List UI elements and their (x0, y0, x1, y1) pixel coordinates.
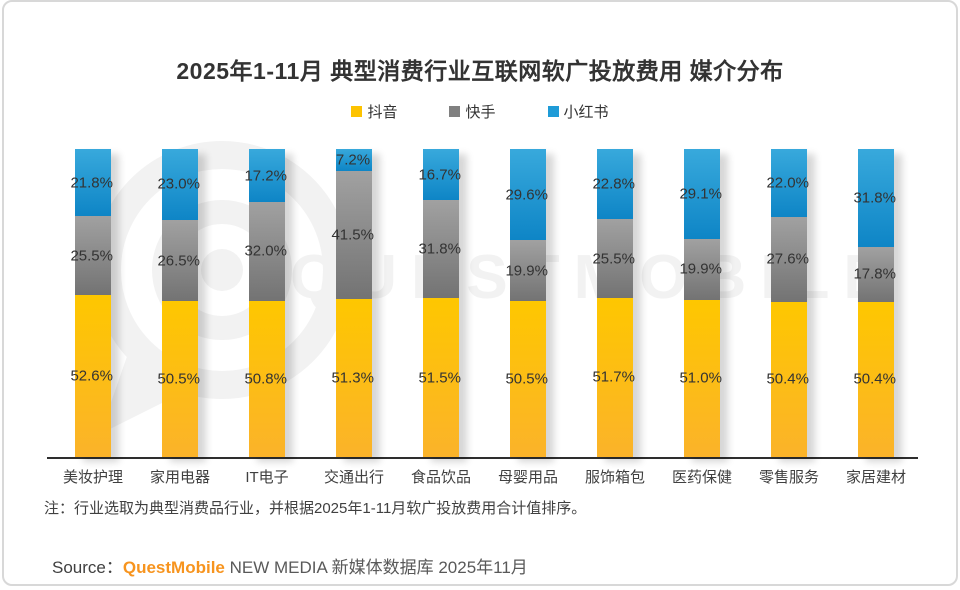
bar-segment: 50.4% (853, 301, 896, 457)
bar-segment: 31.8% (853, 149, 896, 247)
legend-swatch-icon (449, 106, 461, 117)
bar-segment: 19.9% (505, 240, 548, 302)
bar-segment: 16.7% (418, 149, 461, 201)
bar-segment: 29.1% (679, 149, 722, 239)
value-label: 29.6% (505, 186, 548, 204)
value-label: 31.8% (853, 189, 896, 207)
value-label: 25.5% (592, 250, 635, 267)
legend-item-1: 快手 (449, 101, 496, 122)
bar-segment: 19.9% (679, 238, 722, 300)
value-label: 50.5% (505, 370, 548, 388)
bar-segment: 31.8% (418, 200, 461, 299)
value-label: 17.8% (853, 265, 896, 283)
value-label: 19.9% (679, 260, 722, 278)
bar-segment: 51.0% (679, 299, 722, 457)
value-label: 22.0% (766, 174, 809, 192)
bar-segment: 41.5% (331, 171, 374, 299)
source-rest: NEW MEDIA 新媒体数据库 2025年11月 (224, 558, 528, 577)
bar-segment: 50.4% (766, 301, 809, 457)
value-label: 23.0% (157, 175, 200, 193)
value-label: 27.6% (766, 250, 809, 268)
stacked-bar: 52.6% 25.5% 21.8% (70, 149, 113, 457)
value-label: 17.2% (244, 167, 287, 185)
value-label: 21.8% (70, 174, 113, 192)
stacked-bar: 51.0% 19.9% 29.1% (679, 149, 722, 457)
bar-segment: 7.2% (335, 149, 372, 172)
value-label: 29.1% (679, 185, 722, 203)
source-brand: QuestMobile (122, 558, 225, 577)
stacked-bar: 51.3% 41.5% 7.2% (331, 149, 374, 457)
category-label: 医药保健 (671, 469, 732, 486)
footnote: 注：行业选取为典型消费品行业，并根据2025年1-11月软广投放费用合计值排序。 (44, 500, 587, 517)
bar-segment: 32.0% (244, 202, 287, 301)
bar-segment: 51.5% (418, 298, 461, 457)
value-label: 19.9% (505, 262, 548, 280)
bar-segment: 21.8% (70, 149, 113, 217)
bar-segment: 25.5% (592, 219, 635, 298)
bar-segment: 29.6% (505, 149, 548, 241)
category-label: 食品饮品 (410, 469, 471, 486)
chart-area: 52.6% 25.5% 21.8% 50.5% 26.5% 23.0% 50.8% 32.0%… (47, 149, 918, 459)
stacked-bar: 50.4% 27.6% 22.0% (766, 149, 809, 457)
value-label: 22.8% (592, 175, 635, 193)
category-axis: 美妆护理 家用电器 IT电子 交通出行 食品饮品 母婴用品 服饰箱包 医药保健 零售服务 家居建材 (47, 466, 918, 490)
category-label: IT电子 (245, 469, 289, 486)
category-label: 家用电器 (149, 469, 210, 486)
bar-segment: 27.6% (766, 216, 809, 302)
legend-label: 快手 (465, 104, 496, 121)
value-label: 51.3% (331, 369, 374, 387)
value-label: 50.8% (244, 370, 287, 388)
value-label: 50.5% (157, 370, 200, 388)
value-label: 51.7% (592, 368, 635, 386)
value-label: 32.0% (244, 242, 287, 260)
value-label: 31.8% (418, 240, 461, 258)
category-label: 家居建材 (845, 469, 906, 486)
value-label: 26.5% (157, 252, 200, 270)
value-label: 52.6% (70, 367, 113, 385)
stacked-bar: 50.4% 17.8% 31.8% (853, 149, 896, 457)
source-line: Source：QuestMobile NEW MEDIA 新媒体数据库 2025… (52, 553, 528, 578)
category-label: 交通出行 (323, 469, 384, 486)
stacked-bar: 50.5% 19.9% 29.6% (505, 149, 548, 457)
category-label: 美妆护理 (62, 469, 123, 486)
value-label: 16.7% (418, 166, 461, 184)
chart-title: 2025年1-11月 典型消费行业互联网软广投放费用 媒介分布 (176, 58, 784, 84)
bar-segment: 51.7% (592, 297, 635, 457)
bar-segment: 52.6% (70, 295, 113, 457)
bar-segment: 17.8% (853, 246, 896, 302)
chart-legend: 抖音 快手 小红书 (4, 101, 956, 122)
bar-segment: 22.0% (766, 149, 809, 217)
bar-segment: 23.0% (157, 149, 200, 220)
bar-segment: 22.8% (592, 149, 635, 220)
stacked-bar: 51.5% 31.8% 16.7% (418, 149, 461, 457)
category-label: 母婴用品 (497, 469, 558, 486)
legend-swatch-icon (351, 106, 363, 117)
source-prefix: Source： (52, 558, 123, 577)
legend-item-2: 小红书 (547, 101, 609, 122)
legend-label: 小红书 (563, 104, 609, 121)
bar-segment: 50.5% (505, 301, 548, 457)
category-label: 零售服务 (758, 469, 819, 486)
category-label: 服饰箱包 (584, 469, 645, 486)
stacked-bar: 51.7% 25.5% 22.8% (592, 149, 635, 457)
bar-segment: 25.5% (70, 216, 113, 295)
bar-segment: 17.2% (244, 149, 287, 202)
value-label: 25.5% (70, 247, 113, 265)
bar-segment: 26.5% (157, 219, 200, 302)
stacked-bar: 50.8% 32.0% 17.2% (244, 149, 287, 457)
value-label: 7.2% (335, 151, 371, 169)
bar-segment: 50.5% (157, 301, 200, 457)
value-label: 41.5% (331, 226, 374, 244)
legend-swatch-icon (547, 106, 559, 117)
stacked-bar: 50.5% 26.5% 23.0% (157, 149, 200, 457)
bar-segment: 50.8% (244, 300, 287, 457)
legend-item-0: 抖音 (351, 101, 397, 122)
value-label: 51.0% (679, 369, 722, 387)
value-label: 50.4% (766, 370, 809, 388)
legend-label: 抖音 (367, 104, 398, 121)
value-label: 51.5% (418, 369, 461, 387)
value-label: 50.4% (853, 370, 896, 388)
bar-segment: 51.3% (331, 299, 374, 457)
